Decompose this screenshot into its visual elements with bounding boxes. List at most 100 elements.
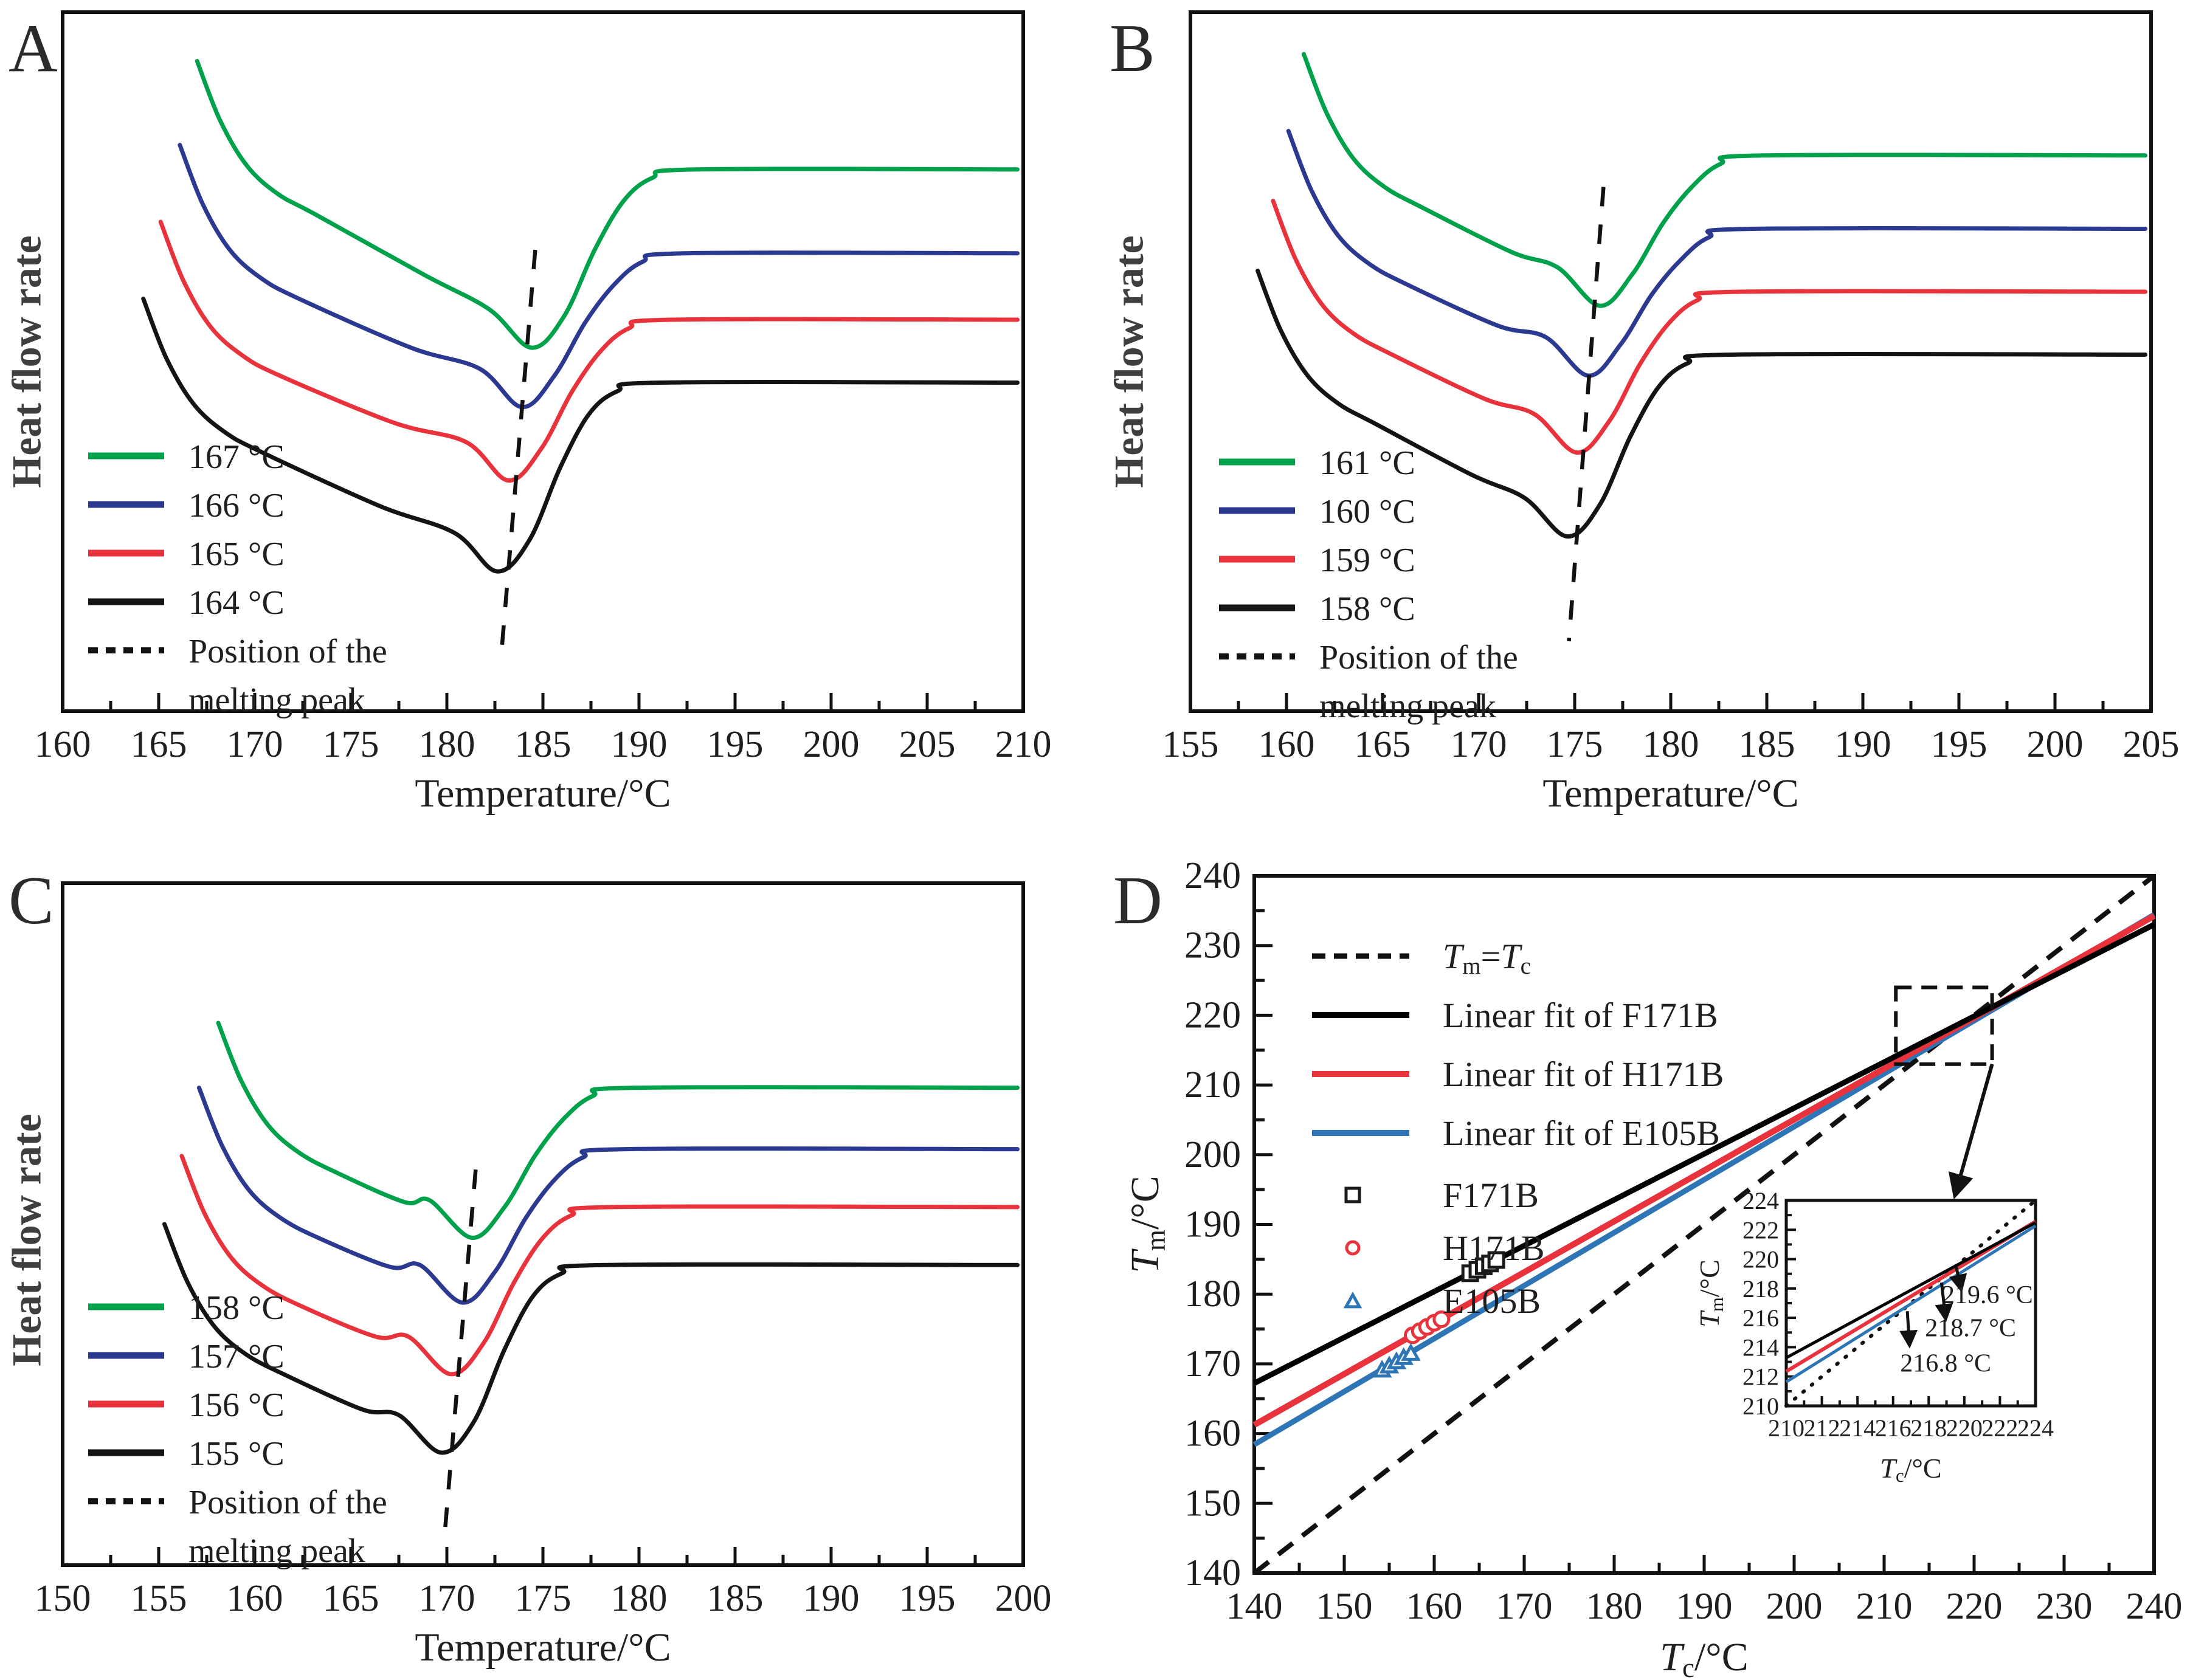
y-tick-label: 200 [1184,1134,1241,1176]
legend-label-sample: F171B [1443,1176,1539,1215]
panel-b: B Heat flow rate 155 160 165 170 175 180 185 19… [1097,0,2193,845]
zoom-region-rect [1894,985,1994,1066]
x-tick-label: 220 [1946,1586,2003,1627]
x-tick-label: 200 [803,724,860,765]
panel-a-x-axis-title: Temperature/°C [415,771,671,816]
legend-label: Position of the [188,1484,387,1521]
x-tick-label: 150 [35,1578,91,1619]
annotation-218.7°C: 218.7 °C [1925,1314,2016,1342]
x-tick-label: 195 [899,1578,956,1619]
dsc-curve-157°C [196,1086,1020,1305]
inset-x-tick-label: 224 [2017,1414,2054,1442]
x-tick-label: 170 [419,1578,475,1619]
x-tick-label: 160 [1406,1586,1463,1627]
x-tick-label: 165 [1355,724,1411,765]
dsc-curve-155°C [162,1222,1020,1455]
legend-label: 159 °C [1319,542,1415,579]
inset-y-tick-label: 220 [1742,1246,1779,1273]
inset-x-tick-label: 210 [1768,1414,1804,1442]
x-tick-label: 185 [1739,724,1795,765]
x-tick-label: 230 [2036,1586,2093,1627]
x-tick-label: 190 [1835,724,1891,765]
scatter-F171B [1487,1251,1505,1269]
inset-x-tick-label: 214 [1839,1414,1876,1442]
scatter-E105B [1401,1343,1421,1361]
inset-x-axis-title: Tc/°C [1880,1453,1941,1486]
x-tick-label: 140 [1226,1586,1283,1627]
panel-label-a: A [9,11,58,86]
inset-fit-line [1785,1221,2037,1360]
legend-label-fit: Linear fit of H171B [1443,1055,1724,1094]
panel-label-c: C [9,863,54,938]
scatter-H171B [1432,1310,1451,1328]
legend-label-identity: Tm=Tc [1443,937,1531,979]
x-tick-label: 200 [995,1578,1052,1619]
legend-label-fit: Linear fit of F171B [1443,996,1718,1035]
x-tick-label: 200 [1766,1586,1823,1627]
x-tick-label: 165 [131,724,187,765]
legend-label: 158 °C [188,1289,285,1327]
panel-c: C Heat flow rate 150 155 160 165 170 175 180 18… [0,845,1094,1680]
x-tick-label: 160 [227,1578,283,1619]
panel-b-x-axis-title: Temperature/°C [1542,771,1799,816]
legend-marker-F171B [1344,1186,1361,1203]
panel-c-plot: 150 155 160 165 170 175 180 185 190 195 200 158 °C 1… [35,881,1052,1619]
x-tick-label: 160 [1259,724,1315,765]
panel-d-y-axis-title: Tm/°C [1123,1176,1171,1273]
legend-label: Position of the [1319,639,1518,676]
panel-a-plot: 160 165 170 175 180 185 190 195 200 205 210 167 °C 1… [35,10,1052,765]
x-tick-label: 240 [2126,1586,2183,1627]
y-tick-label: 210 [1184,1064,1241,1106]
x-tick-label: 170 [227,724,283,765]
x-tick-label: 155 [1162,724,1219,765]
legend-label-sample: H171B [1443,1228,1545,1268]
y-tick-label: 150 [1184,1482,1241,1524]
dsc-curve-167°C [195,59,1020,350]
melting-peak-guide-line [1567,187,1606,642]
x-tick-label: 160 [35,724,91,765]
panel-d: D 140 150 160 170 180 190 200 210 220 230 240 140 15… [1097,845,2193,1680]
x-tick-label: 180 [419,724,475,765]
x-tick-label: 210 [995,724,1052,765]
inset-y-axis-title: Tm/°C [1694,1259,1727,1327]
annotation-arrow [1899,1311,1918,1349]
y-tick-label: 230 [1184,925,1241,966]
x-tick-label: 180 [1643,724,1699,765]
legend-marker-H171B [1345,1240,1361,1256]
legend-label: 160 °C [1319,493,1415,531]
panel-d-plot: 140 150 160 170 180 190 200 210 220 230 240 140 150 1… [1123,855,2183,1680]
x-tick-label: 170 [1451,724,1507,765]
legend-label: melting peak [188,681,365,719]
x-tick-label: 175 [515,1578,572,1619]
panel-label-d: D [1113,863,1162,938]
y-tick-label: 190 [1184,1204,1241,1245]
inset-y-tick-label: 224 [1742,1187,1779,1214]
inset-pointer-arrow [1948,1063,1994,1200]
inset-x-tick-label: 220 [1946,1414,1983,1442]
dsc-curve-166°C [178,143,1020,410]
annotation-arrow [1935,1282,1953,1323]
dsc-curve-161°C [1301,52,2147,308]
inset-x-tick-label: 216 [1875,1414,1912,1442]
inset-x-tick-label: 222 [1981,1414,2018,1442]
y-tick-label: 140 [1184,1552,1241,1594]
annotation-arrow [1949,1267,1967,1293]
melting-peak-guide-line [443,1169,478,1532]
x-tick-label: 185 [707,1578,764,1619]
legend-label: melting peak [188,1532,365,1570]
inset-x-tick-label: 218 [1910,1414,1947,1442]
x-tick-label: 200 [2027,724,2084,765]
x-tick-label: 195 [1931,724,1988,765]
x-tick-label: 150 [1316,1586,1373,1627]
inset-y-tick-label: 216 [1742,1304,1779,1332]
panel-a: A Heat flow rate 160 165 170 175 180 185 190 19… [0,0,1094,845]
panel-label-b: B [1110,11,1155,86]
legend-label: 167 °C [188,438,285,476]
legend-label-sample: E105B [1443,1281,1541,1321]
legend-label: melting peak [1319,687,1496,725]
x-tick-label: 185 [515,724,572,765]
panel-d-x-axis-title: Tc/°C [1660,1635,1748,1680]
x-tick-label: 170 [1496,1586,1553,1627]
x-tick-label: 175 [323,724,379,765]
